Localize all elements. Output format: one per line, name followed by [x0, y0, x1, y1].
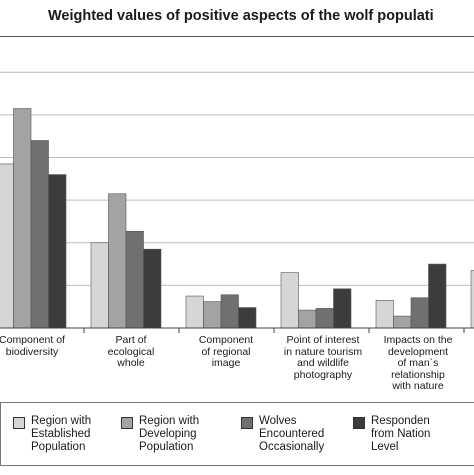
category-label: Impacts on the development of man`s rela…: [383, 334, 453, 392]
bar: [238, 307, 257, 329]
bar: [185, 295, 204, 329]
bar: [220, 294, 239, 329]
bar: [333, 288, 352, 329]
legend-label: Responden from Nation Level: [371, 415, 431, 453]
bar: [48, 174, 67, 329]
bar: [90, 242, 109, 329]
legend-label: Region with Developing Population: [139, 415, 200, 453]
bar: [143, 248, 162, 329]
legend-label: Region with Established Population: [31, 415, 92, 453]
bar: [470, 270, 474, 329]
category-label: Component of biodiversity: [0, 334, 65, 358]
bar: [0, 163, 14, 329]
legend-swatch: [121, 417, 133, 429]
bar: [428, 263, 447, 329]
bar: [30, 140, 49, 329]
legend-swatch: [353, 417, 365, 429]
bar: [375, 299, 394, 329]
chart-plot: [0, 71, 474, 333]
bar: [108, 193, 127, 329]
chart-frame: [0, 36, 474, 474]
bar: [13, 108, 32, 329]
legend-label: Wolves Encountered Occasionally: [259, 415, 325, 453]
legend-swatch: [13, 417, 25, 429]
category-label: Part of ecological whole: [107, 334, 155, 369]
chart-title: Weighted values of positive aspects of t…: [48, 8, 434, 24]
bar: [298, 309, 317, 329]
bar: [125, 230, 144, 329]
bar: [410, 297, 429, 329]
bar: [315, 308, 334, 329]
bar: [280, 272, 299, 329]
legend: Region with Established Population Region…: [0, 402, 474, 466]
bar: [203, 301, 222, 329]
category-label: Component of regional image: [198, 334, 254, 369]
category-label: Point of interest in nature tourism and …: [283, 334, 363, 381]
bar: [393, 315, 412, 329]
legend-swatch: [241, 417, 253, 429]
